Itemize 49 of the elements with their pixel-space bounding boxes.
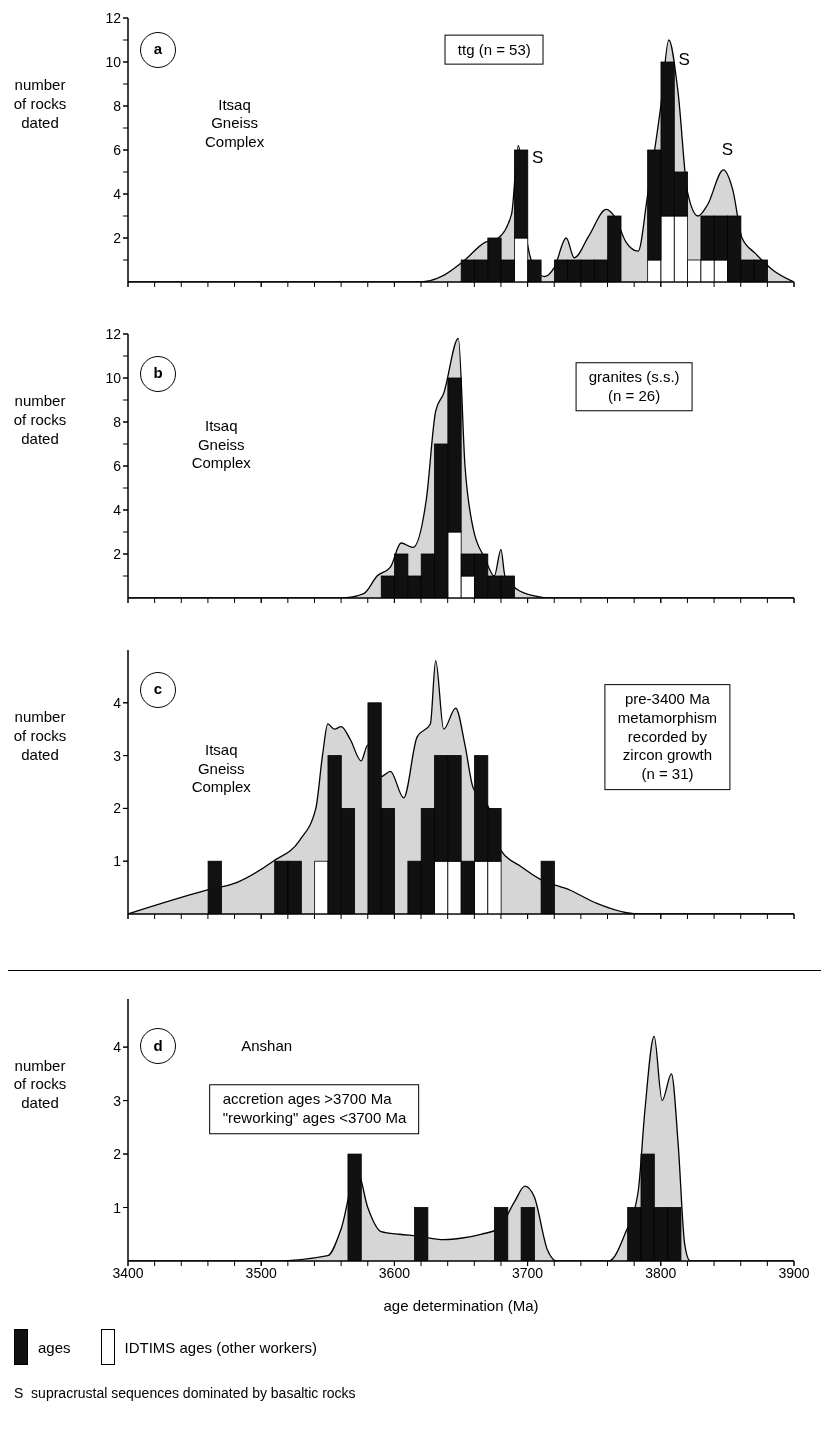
y-tick-label: 2 [113, 229, 122, 246]
y-tick-label: 3 [113, 747, 122, 764]
y-tick-label: 12 [105, 9, 122, 26]
y-tick-label: 6 [113, 141, 122, 158]
annotation: c [139, 671, 176, 708]
annotation: a [139, 31, 176, 68]
annotation: granites (s.s.) (n = 26) [575, 362, 693, 412]
annotation: ttg (n = 53) [444, 34, 544, 66]
annotation: Itsaq Gneiss Complex [191, 416, 251, 473]
y-tick-label: 12 [105, 325, 122, 342]
legend-label: IDTIMS ages (other workers) [124, 1338, 318, 1356]
x-tick-label: 3400 [112, 1264, 144, 1281]
x-tick-label: 3900 [778, 1264, 810, 1281]
y-tick-label: 10 [105, 369, 122, 386]
annotation: pre-3400 Ma metamorphism recorded by zircon growth (n = 31) [604, 684, 731, 790]
text: S supracrustal sequences dominated by basaltic rocks [14, 1385, 357, 1401]
annotation: S [721, 139, 734, 161]
y-tick-label: 1 [113, 853, 122, 870]
y-tick-label: 4 [113, 501, 122, 518]
x-tick-label: 3500 [245, 1264, 277, 1281]
annotation: Itsaq Gneiss Complex [204, 95, 265, 152]
y-tick-label: 8 [113, 413, 122, 430]
y-axis-title: number of rocks dated [12, 392, 68, 449]
y-axis-title: number of rocks dated [12, 1056, 68, 1113]
annotation: d [139, 1028, 176, 1065]
annotation: S [678, 49, 690, 71]
x-tick-label: 3800 [645, 1264, 677, 1281]
x-axis-title: age determination (Ma) [383, 1297, 539, 1314]
x-tick-label: 3600 [378, 1264, 411, 1281]
annotation: S [531, 147, 544, 169]
legend-label: ages [38, 1338, 71, 1356]
y-tick-label: 8 [113, 97, 122, 114]
y-tick-label: 10 [105, 53, 122, 70]
y-tick-label: 2 [113, 545, 122, 562]
y-axis-title: number of rocks dated [12, 76, 68, 133]
y-tick-label: 3 [113, 1092, 122, 1109]
annotation: Itsaq Gneiss Complex [191, 740, 251, 797]
y-tick-label: 2 [113, 800, 122, 817]
y-tick-label: 6 [113, 457, 122, 474]
y-tick-label: 2 [113, 1146, 122, 1163]
x-tick-label: 3700 [512, 1264, 544, 1281]
y-tick-label: 4 [113, 185, 122, 202]
y-tick-label: 4 [113, 694, 122, 711]
annotation: accretion ages >3700 Ma "reworking" ages <3700 Ma [209, 1084, 420, 1134]
y-axis-title: number of rocks dated [12, 708, 68, 765]
annotation: Anshan [241, 1036, 293, 1056]
annotation: b [139, 355, 176, 392]
y-tick-label: 4 [113, 1039, 122, 1056]
y-tick-label: 1 [113, 1199, 122, 1216]
